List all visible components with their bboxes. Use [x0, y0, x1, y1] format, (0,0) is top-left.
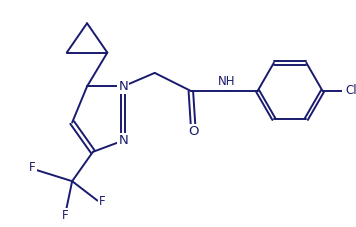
Text: F: F [99, 195, 105, 208]
Text: N: N [118, 80, 128, 93]
Text: Cl: Cl [346, 84, 356, 97]
Text: F: F [29, 161, 36, 174]
Text: N: N [118, 134, 128, 147]
Text: F: F [62, 210, 68, 222]
Text: NH: NH [218, 75, 236, 88]
Text: O: O [188, 125, 198, 138]
